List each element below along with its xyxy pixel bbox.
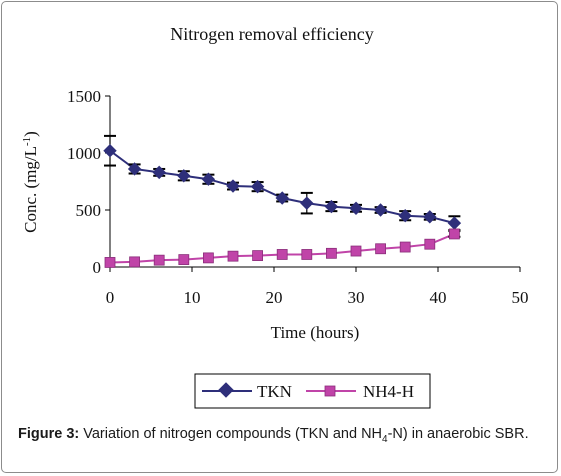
data-point-tkn	[398, 208, 412, 223]
legend-tkn-label: TKN	[257, 382, 292, 401]
y-tick-label: 1500	[67, 87, 101, 106]
series-nh4-h	[104, 228, 461, 268]
chart-title: Nitrogen removal efficiency	[170, 24, 374, 44]
data-point-nh4-h	[424, 238, 436, 250]
series-tkn	[103, 134, 462, 231]
svg-text:Conc. (mg/L-1): Conc. (mg/L-1)	[21, 131, 40, 233]
data-point-nh4-h	[350, 245, 362, 257]
data-point-nh4-h	[227, 250, 239, 262]
y-tick-label: 500	[76, 201, 102, 220]
data-point-nh4-h	[399, 241, 411, 253]
data-point-tkn	[300, 196, 314, 210]
caption-text-a: Variation of nitrogen compounds (TKN and…	[79, 426, 383, 442]
data-point-nh4-h	[129, 256, 141, 268]
x-tick-label: 10	[184, 288, 201, 307]
caption-label: Figure 3:	[18, 426, 80, 442]
x-tick-label: 20	[266, 288, 283, 307]
data-point-tkn	[152, 165, 166, 180]
data-point-nh4-h	[375, 243, 387, 255]
x-tick-label: 50	[512, 288, 529, 307]
data-point-tkn	[275, 191, 289, 205]
y-axis-label-sup: -1	[21, 137, 33, 146]
y-tick-label: 0	[93, 258, 102, 277]
data-point-nh4-h	[178, 254, 190, 265]
data-point-nh4-h	[301, 249, 313, 260]
legend: TKN NH4-H	[194, 373, 431, 409]
figure-caption: Figure 3: Variation of nitrogen compound…	[18, 425, 546, 444]
data-point-tkn	[201, 172, 216, 186]
data-point-nh4-h	[276, 249, 288, 260]
legend-tkn-marker	[218, 382, 234, 398]
data-point-nh4-h	[153, 254, 165, 266]
data-point-nh4-h	[252, 250, 264, 262]
axes: 0 500 1000 1500 0 10 20 30 40 50	[67, 87, 529, 307]
data-point-nh4-h	[325, 247, 337, 259]
caption-text-b: -N) in anaerobic SBR.	[387, 426, 529, 442]
data-point-tkn	[226, 179, 240, 193]
data-point-nh4-h	[202, 252, 214, 264]
x-tick-label: 0	[106, 288, 115, 307]
data-point-tkn	[103, 144, 117, 158]
x-tick-label: 30	[348, 288, 365, 307]
data-point-tkn	[127, 162, 142, 176]
caption-sub: 4	[382, 433, 388, 445]
legend-nh4-label: NH4-H	[363, 382, 414, 401]
data-point-tkn	[423, 210, 437, 224]
x-tick-label: 40	[430, 288, 447, 307]
y-axis-label-main: Conc. (mg/L	[21, 146, 40, 233]
data-point-tkn	[349, 201, 363, 215]
data-point-tkn	[250, 179, 265, 194]
chart: Nitrogen removal efficiency Conc. (mg/L-…	[21, 24, 529, 409]
data-point-nh4-h	[448, 228, 460, 240]
data-point-tkn	[324, 199, 339, 214]
data-point-nh4-h	[104, 257, 116, 268]
y-axis-label: Conc. (mg/L-1)	[21, 131, 40, 233]
legend-nh4-marker	[324, 385, 336, 397]
y-tick-label: 1000	[67, 144, 101, 163]
data-point-tkn	[177, 169, 191, 183]
x-axis-label: Time (hours)	[271, 323, 360, 342]
data-point-tkn	[373, 203, 388, 217]
y-axis-label-end: )	[21, 131, 40, 137]
series-layer	[103, 134, 462, 268]
data-point-tkn	[447, 216, 462, 230]
